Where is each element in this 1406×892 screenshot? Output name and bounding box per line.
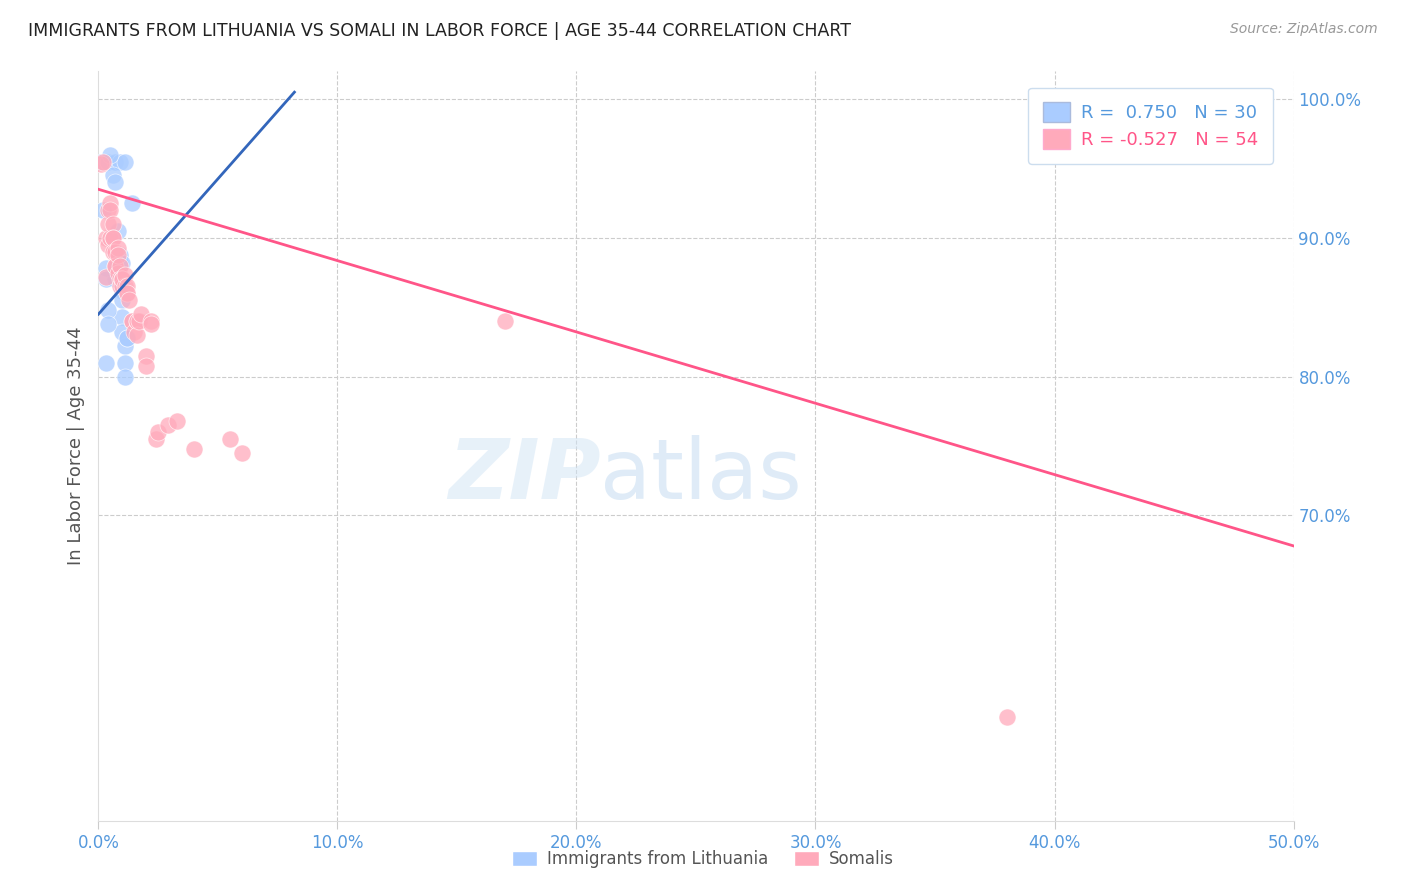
Legend: Immigrants from Lithuania, Somalis: Immigrants from Lithuania, Somalis [506, 844, 900, 875]
Point [108, 272, 131, 286]
Point [104, 272, 127, 286]
Point [114, 339, 136, 353]
Point [97, 154, 120, 169]
Point [104, 259, 127, 273]
Point [111, 272, 134, 286]
Point [135, 349, 157, 363]
Point [107, 266, 129, 280]
Point [115, 279, 138, 293]
Legend: R =  0.750   N = 30, R = -0.527   N = 54: R = 0.750 N = 30, R = -0.527 N = 54 [1028, 88, 1272, 164]
Point [135, 359, 157, 373]
Point [91, 154, 114, 169]
Point [139, 314, 162, 328]
Point [94, 261, 117, 276]
Point [104, 175, 127, 189]
Point [94, 356, 117, 370]
Point [114, 369, 136, 384]
Point [156, 418, 179, 433]
Point [107, 241, 129, 255]
Point [101, 217, 124, 231]
Point [115, 331, 138, 345]
Point [94, 231, 117, 245]
Point [118, 293, 141, 308]
Point [111, 272, 134, 286]
Point [101, 244, 124, 259]
Point [108, 154, 131, 169]
Point [131, 307, 153, 321]
Point [139, 317, 162, 331]
Point [104, 154, 127, 169]
Point [183, 442, 205, 456]
Point [166, 414, 188, 428]
Point [108, 256, 131, 270]
Point [145, 432, 167, 446]
Point [219, 432, 242, 446]
Text: ZIP: ZIP [447, 435, 600, 516]
Text: Source: ZipAtlas.com: Source: ZipAtlas.com [1230, 22, 1378, 37]
Point [90, 154, 112, 169]
Point [115, 286, 138, 301]
Point [97, 317, 120, 331]
Point [124, 325, 146, 339]
Point [107, 247, 129, 261]
Point [111, 284, 134, 298]
Point [111, 293, 134, 308]
Point [125, 314, 148, 328]
Point [91, 203, 114, 218]
Point [111, 256, 134, 270]
Point [128, 314, 150, 328]
Point [114, 268, 136, 283]
Point [108, 247, 131, 261]
Point [97, 217, 120, 231]
Point [121, 314, 143, 328]
Point [98, 147, 122, 161]
Point [104, 244, 127, 259]
Point [494, 314, 516, 328]
Point [121, 196, 143, 211]
Point [90, 157, 112, 171]
Point [101, 231, 124, 245]
Point [114, 279, 136, 293]
Point [97, 237, 120, 252]
Point [111, 272, 134, 286]
Point [97, 303, 120, 318]
Y-axis label: In Labor Force | Age 35-44: In Labor Force | Age 35-44 [66, 326, 84, 566]
Point [114, 154, 136, 169]
Point [111, 310, 134, 324]
Point [107, 224, 129, 238]
Point [101, 231, 124, 245]
Point [111, 272, 134, 286]
Point [148, 425, 170, 439]
Point [111, 279, 134, 293]
Point [114, 356, 136, 370]
Point [101, 169, 124, 183]
Point [94, 272, 117, 286]
Point [115, 286, 138, 301]
Point [995, 709, 1018, 723]
Point [231, 446, 253, 460]
Point [108, 259, 131, 273]
Point [115, 331, 138, 345]
Point [111, 325, 134, 339]
Point [125, 328, 148, 343]
Point [97, 203, 120, 218]
Text: IMMIGRANTS FROM LITHUANIA VS SOMALI IN LABOR FORCE | AGE 35-44 CORRELATION CHART: IMMIGRANTS FROM LITHUANIA VS SOMALI IN L… [28, 22, 851, 40]
Text: atlas: atlas [600, 435, 801, 516]
Point [98, 231, 122, 245]
Point [121, 314, 143, 328]
Point [125, 314, 148, 328]
Point [98, 203, 122, 218]
Point [104, 259, 127, 273]
Point [94, 269, 117, 284]
Point [108, 279, 131, 293]
Point [98, 196, 122, 211]
